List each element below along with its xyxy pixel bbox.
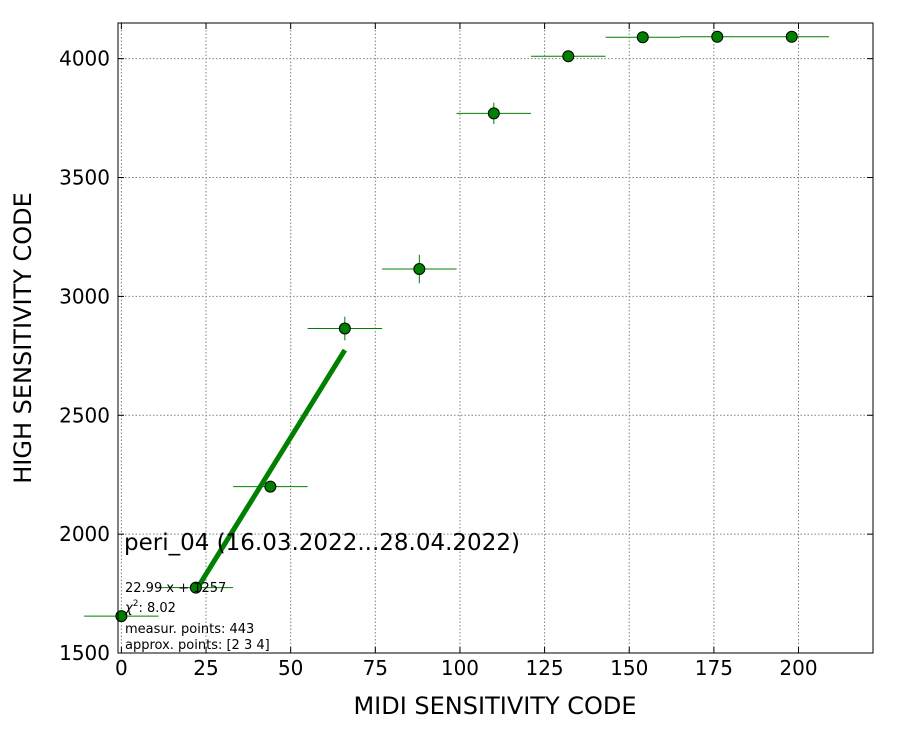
fit-line-layer [193,348,347,592]
x-tick-label: 50 [278,656,303,680]
data-point [636,31,649,44]
grid [118,23,873,654]
data-point [338,322,351,335]
x-tick-label: 150 [610,656,648,680]
y-tick-label: 4000 [59,47,110,71]
chi-exponent: 2 [133,599,139,609]
data-point [189,581,202,594]
y-axis-label: HIGH SENSITIVITY CODE [9,192,37,484]
fit-equation: 22.99 x + 1257 [125,581,226,596]
data-point [264,480,277,493]
fit-line [193,348,347,592]
plot-frame [117,22,874,654]
y-tick-label: 3000 [59,284,110,308]
x-tick-label: 25 [193,656,218,680]
x-tick-label: 0 [115,656,128,680]
data-point [413,263,426,276]
data-point [115,610,128,623]
data-point [562,50,575,63]
chi-symbol: χ [124,601,134,616]
data-points [115,30,798,623]
chi-square-annotation: χ2: 8.02 [124,599,176,616]
x-tick-label: 75 [363,656,388,680]
data-point [711,30,724,43]
y-tick-label: 2000 [59,522,110,546]
x-tick-label: 125 [525,656,563,680]
approx-points-annotation: approx. points: [2 3 4] [125,638,270,653]
data-point [785,30,798,43]
x-tick-label: 100 [441,656,479,680]
chi-value: : 8.02 [138,601,175,616]
x-tick-label: 200 [779,656,817,680]
data-point [487,107,500,120]
axis-ticks: 0 25 50 75 100 125 150 175 200 1500 2000 2500 3000 35… [59,23,873,680]
dataset-annotation: peri_04 (16.03.2022...28.04.2022) [124,530,520,556]
y-tick-label: 1500 [59,641,110,665]
measurement-points-annotation: measur. points: 443 [125,622,254,637]
y-tick-label: 3500 [59,166,110,190]
x-tick-label: 175 [695,656,733,680]
y-tick-label: 2500 [59,403,110,427]
x-axis-label: MIDI SENSITIVITY CODE [353,692,636,720]
